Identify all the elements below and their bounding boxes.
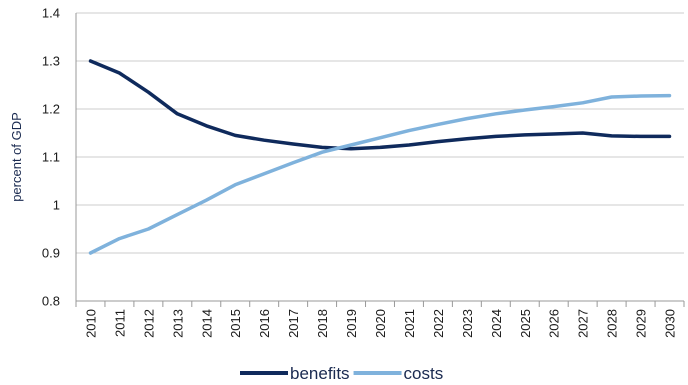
y-tick-label: 1.4 bbox=[42, 6, 60, 21]
legend-label-benefits: benefits bbox=[290, 364, 350, 383]
series-line-benefits bbox=[88, 59, 672, 151]
y-tick-label: 1.1 bbox=[42, 150, 60, 165]
y-tick-label: 1.3 bbox=[42, 54, 60, 69]
x-tick-label: 2017 bbox=[286, 309, 301, 338]
x-tick-label: 2026 bbox=[547, 309, 562, 338]
x-tick-label: 2015 bbox=[228, 309, 243, 338]
x-tick-label: 2020 bbox=[373, 309, 388, 338]
x-tick-label: 2023 bbox=[460, 309, 475, 338]
y-tick-labels: 0.8 0.9 1 1.1 1.2 1.3 1.4 bbox=[42, 6, 60, 309]
y-tick-label: 1 bbox=[53, 198, 60, 213]
x-tick-label: 2018 bbox=[315, 309, 330, 338]
series-lines bbox=[88, 59, 672, 255]
x-tick-label: 2028 bbox=[605, 309, 620, 338]
legend: benefits costs bbox=[240, 364, 443, 383]
x-tick-label: 2022 bbox=[431, 309, 446, 338]
x-tick-label: 2029 bbox=[634, 309, 649, 338]
x-tick-label: 2030 bbox=[663, 309, 678, 338]
x-tick-label: 2019 bbox=[344, 309, 359, 338]
x-tick-label: 2016 bbox=[257, 309, 272, 338]
axes bbox=[75, 13, 685, 307]
y-tick-label: 0.9 bbox=[42, 246, 60, 261]
y-tick-label: 1.2 bbox=[42, 102, 60, 117]
x-tick-label: 2024 bbox=[489, 309, 504, 338]
x-tick-label: 2027 bbox=[576, 309, 591, 338]
series-line-costs bbox=[88, 93, 672, 255]
y-axis-label: percent of GDP bbox=[9, 112, 24, 202]
y-tick-label: 0.8 bbox=[42, 294, 60, 309]
x-tick-label: 2013 bbox=[170, 309, 185, 338]
x-tick-label: 2012 bbox=[141, 309, 156, 338]
x-tick-label: 2014 bbox=[199, 309, 214, 338]
x-tick-label: 2021 bbox=[402, 309, 417, 338]
grid-lines bbox=[76, 12, 684, 302]
legend-label-costs: costs bbox=[404, 364, 444, 383]
x-tick-label: 2010 bbox=[83, 309, 98, 338]
x-tick-labels: 2010 2011 2012 2013 2014 2015 2016 2017 2018 2019… bbox=[83, 309, 677, 338]
x-tick-label: 2011 bbox=[112, 309, 127, 337]
x-tick-label: 2025 bbox=[518, 309, 533, 338]
